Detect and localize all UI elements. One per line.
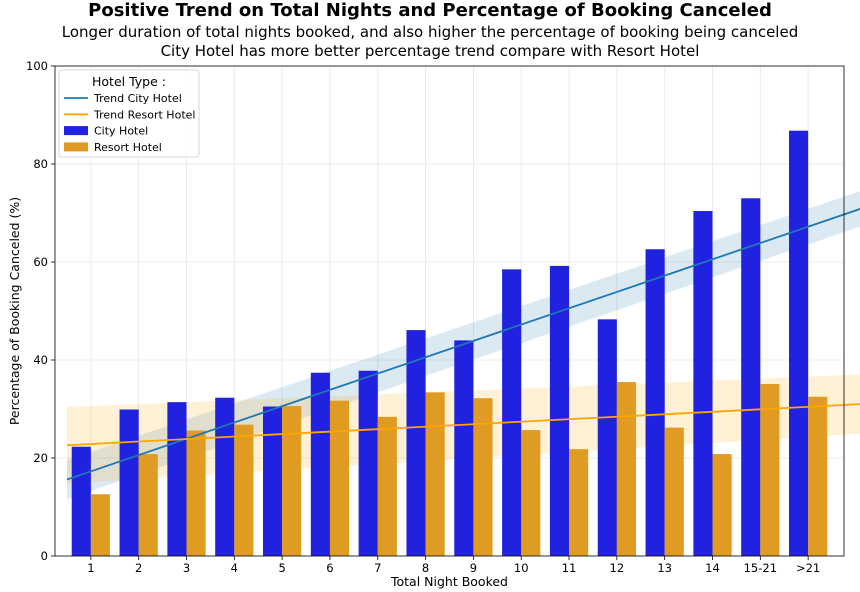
legend-label-0: Trend City Hotel bbox=[93, 92, 182, 105]
bar-resort-14 bbox=[760, 384, 780, 556]
x-tick-label-7: 8 bbox=[422, 561, 429, 575]
trend-line-0 bbox=[66, 208, 860, 481]
bar-city-4 bbox=[263, 406, 283, 556]
bar-resort-3 bbox=[234, 424, 254, 556]
bar-resort-11 bbox=[616, 382, 636, 556]
y-tick-label-3: 60 bbox=[33, 255, 48, 269]
bar-resort-9 bbox=[521, 430, 541, 556]
bar-city-2 bbox=[167, 402, 187, 556]
bar-resort-7 bbox=[425, 392, 445, 556]
x-tick-label-4: 5 bbox=[278, 561, 285, 575]
legend-label-2: City Hotel bbox=[94, 125, 148, 138]
x-tick-label-13: 14 bbox=[705, 561, 720, 575]
y-axis-label: Percentage of Booking Canceled (%) bbox=[7, 197, 22, 425]
y-tick-label-0: 0 bbox=[41, 549, 48, 563]
x-tick-label-6: 7 bbox=[374, 561, 381, 575]
x-tick-label-12: 13 bbox=[657, 561, 672, 575]
bar-resort-15 bbox=[808, 396, 828, 556]
bar-resort-5 bbox=[329, 400, 350, 556]
bar-resort-12 bbox=[664, 427, 684, 556]
plot-frame bbox=[54, 65, 845, 557]
x-tick-label-3: 4 bbox=[231, 561, 238, 575]
y-tick-label-5: 100 bbox=[26, 59, 48, 73]
bar-city-11 bbox=[597, 319, 617, 556]
legend: Hotel Type : Trend City Hotel Trend Resor… bbox=[58, 69, 200, 158]
y-tick-label-2: 40 bbox=[33, 353, 48, 367]
bar-city-8 bbox=[454, 340, 474, 556]
legend-box bbox=[58, 69, 200, 158]
bar-resort-8 bbox=[473, 398, 493, 556]
bar-resort-10 bbox=[569, 449, 589, 556]
x-axis-ticks: 1 2 3 4 5 6 7 8 9 10 11 12 13 14 15-21 >21 bbox=[87, 556, 820, 575]
x-tick-label-15: >21 bbox=[796, 561, 820, 575]
bar-city-3 bbox=[215, 397, 235, 556]
chart-subtitle-line-2: City Hotel has more better percentage tr… bbox=[160, 42, 700, 60]
y-tick-label-1: 20 bbox=[33, 451, 48, 465]
chart-title: Positive Trend on Total Nights and Perce… bbox=[88, 0, 772, 21]
y-tick-label-4: 80 bbox=[33, 157, 48, 171]
legend-title: Hotel Type : bbox=[92, 74, 166, 89]
chart-subtitle-line-1: Longer duration of total nights booked, … bbox=[61, 23, 799, 41]
x-tick-label-2: 3 bbox=[183, 561, 190, 575]
x-tick-label-5: 6 bbox=[326, 561, 333, 575]
legend-swatch-2 bbox=[64, 126, 88, 136]
bar-city-9 bbox=[502, 269, 522, 556]
bar-resort-0 bbox=[90, 494, 110, 556]
bar-city-14 bbox=[741, 198, 761, 557]
x-tick-label-11: 12 bbox=[610, 561, 625, 575]
legend-swatch-3 bbox=[64, 142, 88, 152]
bar-city-12 bbox=[645, 249, 665, 556]
bars bbox=[71, 130, 828, 557]
x-tick-label-9: 10 bbox=[514, 561, 529, 575]
bar-resort-2 bbox=[186, 430, 206, 556]
bar-city-7 bbox=[406, 330, 426, 556]
bar-city-13 bbox=[693, 211, 713, 557]
bar-resort-4 bbox=[282, 406, 302, 556]
x-tick-label-0: 1 bbox=[87, 561, 94, 575]
bar-city-0 bbox=[71, 446, 91, 556]
bar-resort-6 bbox=[377, 416, 397, 556]
bar-city-10 bbox=[549, 265, 570, 556]
trend-lines bbox=[66, 208, 860, 481]
bar-resort-13 bbox=[712, 454, 732, 556]
legend-label-3: Resort Hotel bbox=[94, 141, 162, 154]
x-tick-label-14: 15-21 bbox=[744, 561, 777, 575]
bar-city-5 bbox=[310, 372, 330, 556]
trend-line-1 bbox=[66, 403, 860, 447]
bar-city-6 bbox=[358, 370, 378, 556]
y-axis-ticks: 0 20 40 60 80 100 bbox=[26, 59, 55, 563]
bar-resort-1 bbox=[138, 454, 158, 556]
x-tick-label-1: 2 bbox=[135, 561, 142, 575]
x-tick-label-8: 9 bbox=[470, 561, 477, 575]
bar-city-15 bbox=[789, 130, 809, 556]
x-tick-label-10: 11 bbox=[562, 561, 577, 575]
bar-city-1 bbox=[119, 409, 139, 556]
x-axis-label: Total Night Booked bbox=[390, 574, 508, 589]
legend-label-1: Trend Resort Hotel bbox=[93, 108, 195, 121]
